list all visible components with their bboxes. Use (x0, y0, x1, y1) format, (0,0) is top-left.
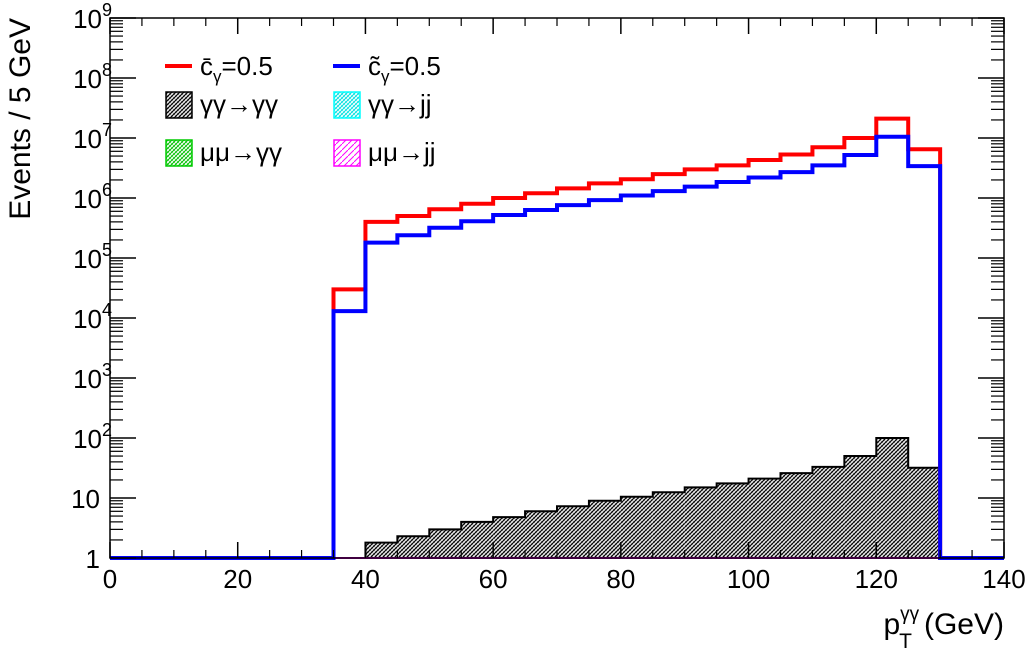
histogram-series-group (110, 116, 1004, 560)
x-tick-label-2: 40 (351, 564, 380, 594)
x-tick-label-1: 20 (223, 564, 252, 594)
bar-series-2-bin-21 (780, 473, 813, 558)
y-tick-label-exponent-2: 2 (102, 420, 112, 440)
x-axis-title: pγγ T (GeV) (883, 604, 1004, 650)
legend-entry-cbar-gamma: c̄γ=0.5 (165, 51, 273, 86)
legend-swatch-magenta-hatch (333, 139, 361, 167)
y-tick-label-1: 10 (71, 484, 100, 514)
y-tick-label-9: 109 (73, 0, 112, 34)
y-tick-label-6: 106 (73, 180, 112, 214)
bar-series-2-bin-22 (812, 466, 845, 558)
series-1-group (110, 134, 1004, 560)
y-tick-label-exponent-4: 4 (102, 300, 112, 320)
legend-swatch-green-hatch (165, 139, 193, 167)
x-tick-label-7: 140 (982, 564, 1025, 594)
y-tick-label-base-8: 10 (73, 64, 102, 94)
legend-label-mumu-jj: μμ→jj (368, 137, 436, 167)
y-tick-label-8: 108 (73, 60, 112, 94)
bar-series-2-bin-24 (876, 438, 909, 558)
bar-series-2-bin-20 (748, 478, 781, 558)
y-tick-label-5: 105 (73, 240, 112, 274)
bar-series-2-bin-16 (620, 496, 653, 558)
legend-label-ctilde-gamma: c̃γ=0.5 (368, 51, 441, 86)
axis-ticks-group (109, 17, 1005, 559)
legend-swatch-cyan-hatch (333, 91, 361, 119)
x-axis-title-superscript: γγ (900, 604, 920, 625)
y-tick-label-exponent-7: 7 (102, 120, 112, 140)
x-axis-title-unit: (GeV) (924, 608, 1004, 641)
bar-series-2-bin-25 (908, 467, 941, 558)
bar-series-2-bin-15 (588, 500, 621, 558)
y-tick-label-base-5: 10 (73, 244, 102, 274)
legend-label-gg-gg: γγ→γγ (200, 89, 278, 119)
y-tick-label-base-9: 10 (73, 4, 102, 34)
legend-label-gg-jj: γγ→jj (368, 89, 432, 119)
legend-entry-ctilde-gamma: c̃γ=0.5 (333, 51, 441, 86)
y-tick-label-7: 107 (73, 120, 112, 154)
legend-entry-mumu-jj: μμ→jj (333, 137, 436, 167)
bar-series-2-bin-14 (557, 506, 589, 558)
bar-series-2-bin-12 (493, 517, 526, 558)
x-tick-label-5: 100 (727, 564, 770, 594)
bar-series-2-bin-9 (397, 536, 430, 558)
y-tick-label-exponent-9: 9 (102, 0, 112, 20)
y-tick-label-0: 1 (86, 544, 100, 574)
y-tick-label-exponent-6: 6 (102, 180, 112, 200)
bar-series-2-bin-17 (652, 492, 685, 558)
legend-swatch-black-hatch (165, 91, 193, 119)
y-tick-label-2: 102 (73, 420, 112, 454)
legend-entry-mumu-gg: μμ→γγ (165, 137, 282, 167)
y-tick-label-base-7: 10 (73, 124, 102, 154)
y-tick-label-base-4: 10 (73, 304, 102, 334)
y-tick-label-base-2: 10 (73, 424, 102, 454)
series-0-group (110, 116, 1004, 560)
y-axis-title: Events / 5 GeV (4, 18, 37, 220)
x-tick-label-3: 60 (479, 564, 508, 594)
bar-series-2-bin-18 (684, 487, 717, 558)
legend: c̄γ=0.5 c̃γ=0.5 γγ→γγ γγ→jj μμ→γγ μμ→jj (165, 51, 441, 167)
y-tick-label-exponent-3: 3 (102, 360, 112, 380)
series-2-group (110, 437, 1004, 559)
bar-series-2-bin-11 (461, 521, 494, 558)
line-series-0 (110, 116, 1004, 560)
legend-label-cbar-gamma: c̄γ=0.5 (200, 51, 273, 86)
axis-tick-labels-group: 0 20 40 60 80 100 120 1401101021031041051061071… (71, 0, 1026, 594)
y-tick-label-exponent-8: 8 (102, 60, 112, 80)
legend-entry-gg-jj: γγ→jj (333, 89, 432, 119)
line-series-1 (110, 134, 1004, 560)
x-tick-label-6: 120 (855, 564, 898, 594)
bar-series-2-bin-19 (716, 483, 749, 558)
y-tick-label-3: 103 (73, 360, 112, 394)
bar-series-2-bin-13 (525, 511, 557, 558)
bar-series-2-bin-23 (844, 456, 877, 558)
bar-series-2-bin-10 (429, 529, 462, 558)
y-tick-label-base-3: 10 (73, 364, 102, 394)
x-axis-title-subscript: T (899, 630, 912, 650)
bar-series-2-bin-8 (365, 542, 398, 558)
x-tick-label-0: 0 (103, 564, 117, 594)
legend-label-mumu-gg: μμ→γγ (200, 137, 282, 167)
x-tick-label-4: 80 (606, 564, 635, 594)
y-tick-label-base-6: 10 (73, 184, 102, 214)
y-tick-label-4: 104 (73, 300, 112, 334)
legend-entry-gg-gg: γγ→γγ (165, 89, 278, 119)
x-axis-title-main: p (883, 608, 900, 641)
y-tick-label-exponent-5: 5 (102, 240, 112, 260)
